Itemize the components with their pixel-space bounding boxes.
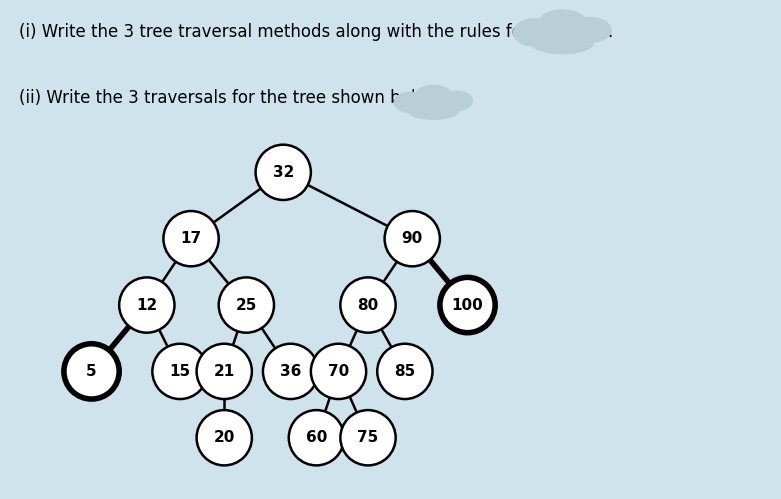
Ellipse shape — [569, 17, 611, 42]
Circle shape — [341, 410, 396, 466]
Text: 70: 70 — [328, 364, 349, 379]
Text: 17: 17 — [180, 231, 201, 246]
Ellipse shape — [531, 31, 594, 54]
Text: (ii) Write the 3 traversals for the tree shown below:: (ii) Write the 3 traversals for the tree… — [20, 89, 444, 107]
Text: 100: 100 — [451, 297, 483, 312]
Circle shape — [377, 344, 433, 399]
Text: (i) Write the 3 tree traversal methods along with the rules for traversal.: (i) Write the 3 tree traversal methods a… — [20, 23, 614, 41]
Circle shape — [152, 344, 208, 399]
Circle shape — [219, 277, 274, 333]
Circle shape — [311, 344, 366, 399]
Ellipse shape — [514, 18, 557, 46]
Text: 21: 21 — [214, 364, 235, 379]
Circle shape — [440, 277, 495, 333]
Ellipse shape — [441, 91, 473, 110]
Circle shape — [197, 410, 252, 466]
Circle shape — [197, 344, 252, 399]
Circle shape — [119, 277, 174, 333]
Circle shape — [289, 410, 344, 466]
Text: 36: 36 — [280, 364, 301, 379]
Text: 32: 32 — [273, 165, 294, 180]
Text: 75: 75 — [358, 430, 379, 445]
Ellipse shape — [408, 102, 459, 119]
Text: 90: 90 — [401, 231, 423, 246]
Text: 5: 5 — [86, 364, 97, 379]
Ellipse shape — [539, 10, 586, 35]
Text: 15: 15 — [169, 364, 191, 379]
Text: 85: 85 — [394, 364, 415, 379]
Ellipse shape — [416, 85, 451, 104]
Circle shape — [255, 145, 311, 200]
Text: 25: 25 — [236, 297, 257, 312]
Circle shape — [384, 211, 440, 266]
Ellipse shape — [394, 92, 426, 112]
Text: 12: 12 — [136, 297, 158, 312]
Circle shape — [64, 344, 119, 399]
Circle shape — [263, 344, 318, 399]
Text: 60: 60 — [305, 430, 327, 445]
Text: 20: 20 — [213, 430, 235, 445]
Text: 80: 80 — [358, 297, 379, 312]
Circle shape — [163, 211, 219, 266]
Circle shape — [341, 277, 396, 333]
